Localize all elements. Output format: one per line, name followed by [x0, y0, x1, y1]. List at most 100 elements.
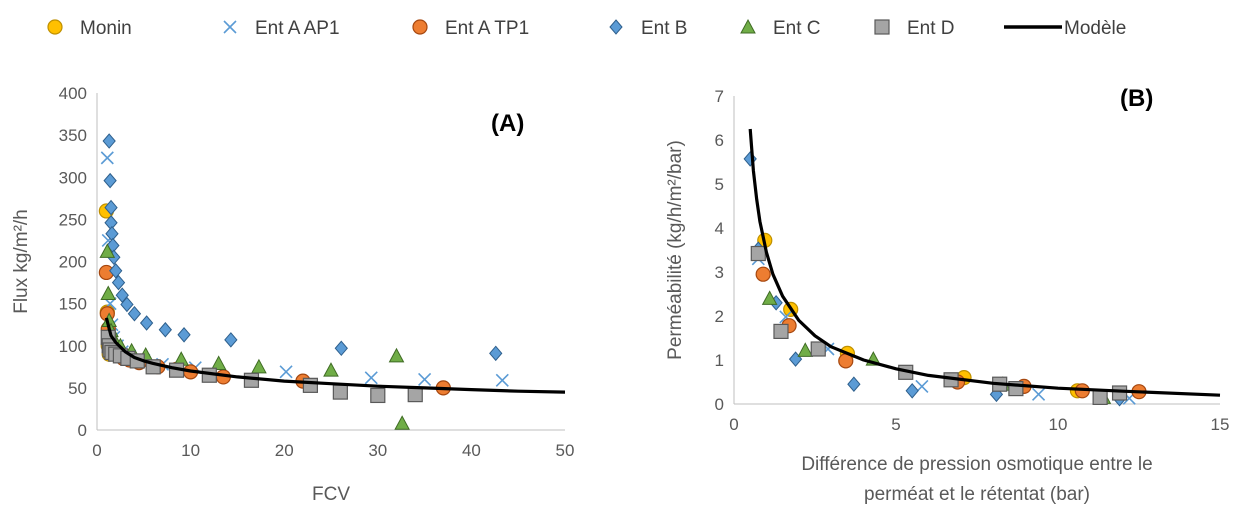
- data-point: [905, 383, 919, 399]
- data-point: [364, 371, 378, 385]
- legend-marker: [412, 19, 428, 35]
- legend-item: Ent A TP1: [412, 18, 529, 39]
- y-tick-label: 150: [59, 295, 87, 314]
- model-curve: [748, 128, 1221, 397]
- legend-label: Ent C: [773, 18, 821, 39]
- x-tick-label: 5: [891, 415, 900, 434]
- y-tick-label: 4: [715, 219, 724, 238]
- series-ent-b: [743, 151, 1127, 407]
- data-point: [332, 384, 348, 400]
- legend-item: Monin: [47, 18, 132, 39]
- data-point: [210, 355, 227, 370]
- x-tick-label: 50: [556, 441, 575, 460]
- legend: Monin Ent A AP1 Ent A TP1 Ent B Ent C Ent D Mo…: [47, 18, 1126, 39]
- panel-label: (B): [1120, 85, 1153, 112]
- y-tick-label: 7: [715, 87, 724, 106]
- data-point: [418, 372, 432, 387]
- y-tick-label: 2: [715, 307, 724, 326]
- data-point: [1031, 387, 1046, 401]
- legend-item: Ent B: [609, 18, 687, 39]
- data-point: [1092, 389, 1108, 405]
- x-tick-label: 0: [729, 415, 738, 434]
- data-point: [243, 372, 260, 388]
- x-tick-label: 30: [368, 441, 387, 460]
- y-tick-label: 200: [59, 253, 87, 272]
- data-point: [99, 243, 116, 258]
- y-tick-label: 5: [715, 175, 724, 194]
- y-tick-label: 50: [68, 379, 87, 398]
- y-axis-title: Perméabilité (kg/h/m²/bar): [665, 140, 686, 360]
- legend-label: Ent A AP1: [255, 18, 340, 39]
- data-point: [111, 274, 126, 291]
- data-point: [489, 345, 503, 362]
- data-point: [100, 151, 114, 165]
- data-point: [139, 315, 154, 331]
- y-tick-label: 6: [715, 131, 724, 150]
- data-point: [158, 321, 172, 338]
- data-point: [388, 347, 405, 363]
- data-point: [370, 387, 386, 404]
- model-curve: [104, 317, 566, 394]
- data-point: [109, 262, 123, 279]
- data-point: [251, 358, 267, 374]
- data-point: [810, 341, 826, 357]
- x-tick-label: 40: [462, 441, 481, 460]
- series-ent-a-tp1: [98, 264, 451, 396]
- series-ent-a-ap1: [100, 151, 509, 387]
- y-tick-label: 400: [59, 84, 87, 103]
- legend-label: Ent B: [641, 18, 687, 39]
- data-point: [495, 373, 509, 387]
- legend-marker: [47, 19, 63, 35]
- y-tick-label: 250: [59, 210, 87, 229]
- data-point: [750, 245, 766, 262]
- series-ent-b: [102, 133, 503, 362]
- y-axis-title: Flux kg/m²/h: [11, 209, 32, 314]
- axes: 0 10 20 30 40 50 0 50 100 150 200 250 300 350 400: [59, 84, 575, 460]
- data-point: [761, 290, 778, 305]
- data-point: [755, 266, 771, 282]
- x-tick-label: 10: [181, 441, 200, 460]
- x-tick-label: 0: [92, 441, 101, 460]
- data-point: [177, 327, 191, 343]
- legend-label: Ent D: [907, 18, 955, 39]
- data-point: [100, 285, 117, 301]
- chart-a: 0 10 20 30 40 50 0 50 100 150 200 250 300 350 400 FCV Fl…: [11, 84, 575, 505]
- legend-label: Modèle: [1064, 18, 1126, 39]
- data-point: [394, 415, 410, 430]
- legend-marker: [874, 19, 890, 35]
- data-point: [334, 340, 348, 357]
- data-point: [103, 172, 117, 189]
- data-point: [847, 376, 861, 392]
- x-tick-label: 20: [275, 441, 294, 460]
- data-point: [1111, 385, 1128, 401]
- data-point: [797, 342, 814, 357]
- legend-marker: [223, 20, 237, 34]
- axes: 0 5 10 15 0 1 2 3 4 5 6 7: [715, 87, 1230, 434]
- legend-item: Ent A AP1: [223, 18, 340, 39]
- y-tick-label: 350: [59, 126, 87, 145]
- legend-item: Ent C: [740, 18, 821, 39]
- data-point: [120, 296, 134, 313]
- legend-label: Monin: [80, 18, 132, 39]
- x-tick-label: 10: [1049, 415, 1068, 434]
- series-ent-c: [99, 243, 410, 430]
- data-point: [279, 365, 293, 379]
- legend-label: Ent A TP1: [445, 18, 529, 39]
- legend-marker: [609, 19, 623, 35]
- y-tick-label: 1: [715, 351, 724, 370]
- data-point: [323, 362, 339, 377]
- x-axis-title: FCV: [312, 484, 350, 505]
- legend-item: Ent D: [874, 18, 955, 39]
- y-tick-label: 300: [59, 168, 87, 187]
- y-tick-label: 0: [78, 421, 87, 440]
- data-point: [407, 387, 423, 403]
- legend-item: Modèle: [1004, 18, 1126, 39]
- chart-b: 0 5 10 15 0 1 2 3 4 5 6 7 Différence de pression osm…: [665, 85, 1230, 505]
- y-tick-label: 0: [715, 395, 724, 414]
- x-tick-label: 15: [1211, 415, 1230, 434]
- data-point: [302, 377, 319, 393]
- series-ent-d: [750, 245, 1128, 405]
- panel-label: (A): [491, 110, 524, 137]
- data-point: [127, 305, 142, 322]
- x-axis-title: Différence de pression osmotique entre l…: [801, 454, 1152, 505]
